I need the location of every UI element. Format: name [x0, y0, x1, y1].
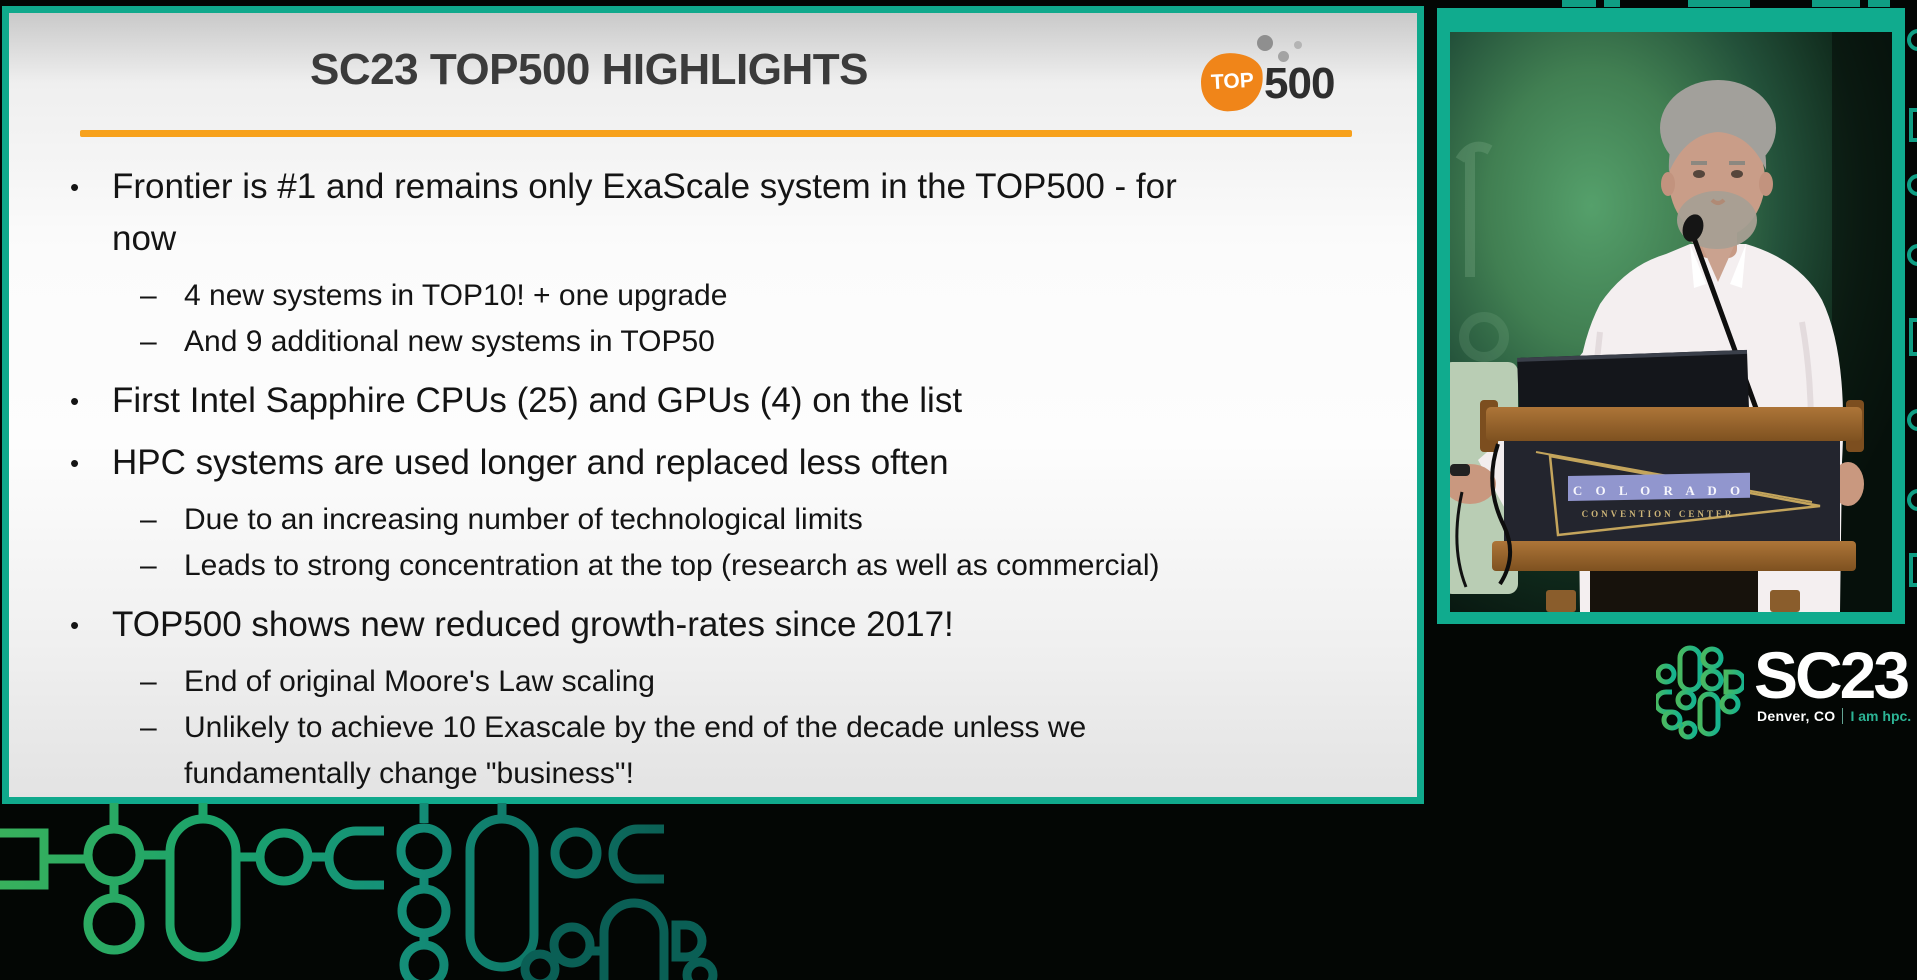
top500-logo: TOP 500 — [1199, 29, 1341, 114]
divider — [1842, 708, 1844, 724]
bullet-item: • HPC systems are used longer and replace… — [70, 437, 1400, 489]
bullet-marker: • — [70, 610, 80, 640]
backdrop-fragment — [1812, 0, 1860, 7]
bullet-item: • First Intel Sapphire CPUs (25) and GPUs… — [70, 375, 1400, 427]
bullet-marker: • — [70, 172, 80, 202]
title-underline — [80, 130, 1352, 137]
backdrop-letter-shapes — [1455, 141, 1509, 362]
top500-dot-icon — [1257, 35, 1273, 51]
collar-opening — [1702, 246, 1734, 282]
podium-top-rail — [1486, 407, 1862, 441]
backdrop-fragment — [1688, 0, 1750, 7]
bullet-text: Frontier is #1 and remains only ExaScale… — [112, 167, 1177, 258]
sc23-footer-logo: SC23 Denver, CO I am hpc. — [1656, 638, 1912, 744]
bullet-text: Leads to strong concentration at the top… — [184, 549, 1160, 582]
bullet-item: • TOP500 shows new reduced growth-rates s… — [70, 599, 1400, 651]
top500-logo-number: 500 — [1264, 59, 1335, 108]
podium-sign-line1: C O L O R A D O — [1573, 483, 1745, 498]
bullet-marker: – — [140, 665, 157, 698]
laptop — [1517, 349, 1749, 420]
sc23-circuit-pattern — [0, 803, 718, 980]
top500-logo-top-text: TOP — [1209, 68, 1254, 95]
bullet-marker: – — [140, 279, 157, 312]
backdrop-fragment — [1604, 0, 1620, 7]
circuit-pattern-dark-cluster — [520, 898, 718, 980]
speaker-video: C O L O R A D O CONVENTION CENTER — [1437, 8, 1905, 624]
bullet-text: TOP500 shows new reduced growth-rates si… — [112, 605, 954, 644]
bullet-item: – And 9 additional new systems in TOP50 — [140, 319, 1400, 365]
bullet-text: End of original Moore's Law scaling — [184, 665, 655, 698]
top500-dot-icon — [1294, 41, 1302, 49]
edge-pattern-sliver — [1907, 29, 1917, 587]
podium-sign-banner — [1568, 472, 1750, 501]
top500-dot-icon — [1278, 51, 1289, 62]
bullet-text: First Intel Sapphire CPUs (25) and GPUs … — [112, 381, 963, 420]
backdrop-fragment — [1562, 0, 1596, 7]
bullet-item: • Frontier is #1 and remains only ExaScal… — [70, 161, 1400, 265]
podium-cable — [1490, 443, 1512, 586]
bullet-marker: • — [70, 448, 80, 478]
bullet-text: Unlikely to achieve 10 Exascale by the e… — [184, 711, 1087, 790]
bullet-item: – Unlikely to achieve 10 Exascale by the … — [140, 705, 1400, 797]
bullet-list: • Frontier is #1 and remains only ExaScal… — [70, 161, 1400, 797]
presentation-slide: SC23 TOP500 HIGHLIGHTS TOP 500 • Frontier… — [2, 6, 1424, 804]
microphone-tip-icon — [1682, 214, 1704, 242]
sc23-location: Denver, CO — [1757, 708, 1836, 724]
clicker-cable — [1455, 491, 1468, 588]
podium-bottom-rail — [1492, 541, 1856, 571]
stage-curtain — [1832, 32, 1892, 612]
sc23-wordmark: SC23 — [1754, 638, 1910, 712]
bullet-marker: – — [140, 711, 157, 744]
bullet-text: HPC systems are used longer and replaced… — [112, 443, 949, 482]
bullet-item: –4 new systems in TOP10! + one upgrade — [140, 273, 1400, 319]
bullet-marker: • — [70, 386, 80, 416]
podium: C O L O R A D O CONVENTION CENTER — [1480, 400, 1864, 612]
sc23-cluster-icon — [1656, 645, 1744, 740]
podium-sign-line2: CONVENTION CENTER — [1582, 509, 1735, 519]
bullet-text: 4 new systems in TOP10! + one upgrade — [184, 279, 728, 312]
slide-title: SC23 TOP500 HIGHLIGHTS — [310, 45, 868, 94]
bullet-marker: – — [140, 325, 157, 358]
backdrop-fragment — [1868, 0, 1890, 7]
sc23-tagline: I am hpc. — [1850, 708, 1912, 724]
presenter-clicker — [1450, 464, 1470, 476]
top500-flag-icon: TOP — [1199, 50, 1265, 114]
bullet-marker: – — [140, 503, 157, 536]
bullet-marker: – — [140, 549, 157, 582]
speaker-video-scene: C O L O R A D O CONVENTION CENTER — [1450, 32, 1892, 612]
bullet-item: – Leads to strong concentration at the to… — [140, 543, 1400, 589]
bullet-item: – End of original Moore's Law scaling — [140, 659, 1400, 705]
bullet-text: Due to an increasing number of technolog… — [184, 503, 863, 536]
bullet-item: – Due to an increasing number of technolo… — [140, 497, 1400, 543]
bullet-text: And 9 additional new systems in TOP50 — [184, 325, 715, 358]
